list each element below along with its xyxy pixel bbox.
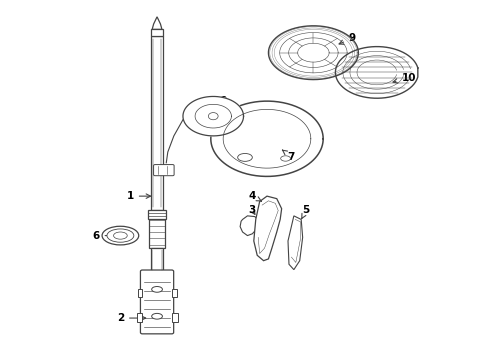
Bar [151,36,163,211]
Bar [151,30,163,36]
FancyBboxPatch shape [141,270,173,334]
Bar [151,248,163,271]
Text: 2: 2 [117,313,146,323]
Text: 1: 1 [126,191,150,201]
Polygon shape [183,96,244,136]
FancyBboxPatch shape [153,165,174,176]
Ellipse shape [114,232,127,239]
Text: 4: 4 [248,191,261,201]
Text: 10: 10 [393,73,416,83]
Circle shape [208,113,218,120]
Text: 3: 3 [249,206,256,216]
Bar [172,289,176,297]
Ellipse shape [152,287,162,292]
Ellipse shape [281,156,291,161]
Ellipse shape [238,153,252,161]
Ellipse shape [102,226,139,245]
Polygon shape [211,101,323,176]
Bar [137,313,143,321]
Bar [148,211,166,220]
Text: 7: 7 [282,150,295,162]
Bar [172,313,177,321]
Polygon shape [254,196,282,261]
Polygon shape [152,17,162,30]
Polygon shape [269,26,358,80]
Text: 9: 9 [339,33,356,44]
Polygon shape [240,216,260,235]
Bar [149,220,165,248]
Ellipse shape [107,229,134,242]
Ellipse shape [152,314,162,319]
Text: 5: 5 [302,206,310,219]
Polygon shape [288,216,303,270]
Polygon shape [335,46,418,98]
Text: 8: 8 [220,96,227,109]
Text: 6: 6 [92,231,117,240]
Bar [138,289,143,297]
